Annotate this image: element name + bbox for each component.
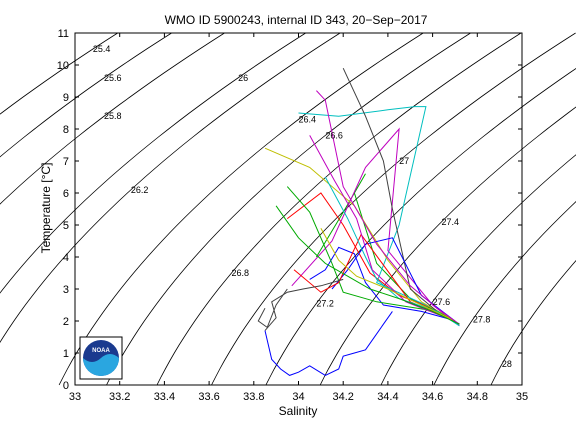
- profile-line: [264, 147, 456, 322]
- profile-line: [309, 246, 460, 325]
- y-tick-label: 4: [63, 252, 69, 264]
- x-tick-label: 33.6: [198, 391, 219, 403]
- density-contour-labels: 25.4 25.6 25.8 26 26.2 26.4 26.6 26.8 27 27.2 27.4…: [93, 44, 512, 369]
- density-contour-label: 27.2: [316, 298, 334, 308]
- density-contour-label: 27.6: [433, 297, 451, 307]
- density-contour-label: 25.8: [104, 111, 122, 121]
- profile-line: [298, 106, 456, 322]
- density-contour-label: 28: [502, 359, 512, 369]
- profile-line: [264, 311, 393, 376]
- density-contour-line: [490, 260, 576, 386]
- profile-line: [316, 90, 460, 325]
- density-contour-label: 26.6: [325, 130, 343, 140]
- density-contour-line: [0, 32, 225, 205]
- x-tick-label: 33.2: [109, 391, 130, 403]
- density-contour-line: [319, 106, 576, 386]
- density-contour-label: 25.6: [104, 73, 122, 83]
- density-contour-line: [380, 154, 576, 386]
- density-contour-line: [0, 32, 172, 158]
- x-tick-label: 34.8: [467, 391, 488, 403]
- density-contour-label: 27.8: [473, 314, 491, 324]
- density-contour-label: 25.4: [93, 44, 111, 54]
- density-contour-line: [0, 32, 341, 344]
- density-contour-line: [211, 32, 576, 386]
- y-tick-label: 1: [63, 348, 69, 360]
- profile-line: [264, 278, 344, 331]
- profile-series: [257, 67, 460, 376]
- y-tick-label: 5: [63, 220, 69, 232]
- density-contour-label: 26.4: [299, 114, 317, 124]
- noaa-logo: NOAA: [79, 336, 123, 380]
- y-tick-label: 9: [63, 92, 69, 104]
- plot-frame: [74, 32, 523, 386]
- density-contour-label: 26: [238, 73, 248, 83]
- profile-line: [309, 135, 451, 320]
- noaa-wave-icon: [83, 354, 119, 376]
- y-axis-label: Temperature [°C]: [39, 163, 53, 254]
- x-tick-label: 34.6: [422, 391, 443, 403]
- y-tick-label: 10: [57, 60, 69, 72]
- x-tick-label: 33.4: [154, 391, 175, 403]
- density-contour-label: 26.2: [131, 185, 149, 195]
- axis-ticks: 33 33.2 33.4 33.6 33.8 34 34.2 34.4 34.6 34.8 3501…: [57, 28, 528, 403]
- y-tick-label: 3: [63, 284, 69, 296]
- profile-line: [257, 288, 288, 329]
- x-tick-label: 34.2: [332, 391, 353, 403]
- density-contour-line: [0, 32, 118, 115]
- profile-line: [275, 205, 460, 325]
- x-tick-label: 33: [69, 391, 81, 403]
- density-contours: [0, 32, 576, 386]
- x-tick-label: 33.8: [243, 391, 264, 403]
- y-tick-label: 2: [63, 316, 69, 328]
- y-tick-label: 6: [63, 188, 69, 200]
- y-tick-label: 11: [58, 28, 69, 40]
- density-contour-label: 27.4: [442, 217, 460, 227]
- y-tick-label: 8: [63, 124, 69, 136]
- density-contour-label: 26.8: [231, 268, 249, 278]
- noaa-logo-text: NOAA: [92, 348, 110, 354]
- density-contour-line: [265, 68, 576, 386]
- x-tick-label: 35: [516, 391, 528, 403]
- density-contour-line: [433, 201, 576, 386]
- density-contour-line: [58, 32, 424, 386]
- x-tick-label: 34: [292, 391, 304, 403]
- density-contour-line: [156, 32, 522, 386]
- x-axis-label: Salinity: [279, 404, 318, 418]
- density-contour-line: [106, 32, 471, 386]
- y-tick-label: 0: [63, 380, 69, 392]
- y-tick-label: 7: [63, 156, 69, 168]
- x-tick-label: 34.4: [377, 391, 398, 403]
- profile-line: [320, 227, 456, 322]
- chart-title: WMO ID 5900243, internal ID 343, 20−Sep−…: [165, 13, 428, 27]
- density-contour-line: [0, 32, 306, 294]
- profile-line: [324, 176, 460, 327]
- density-contour-label: 27: [399, 156, 409, 166]
